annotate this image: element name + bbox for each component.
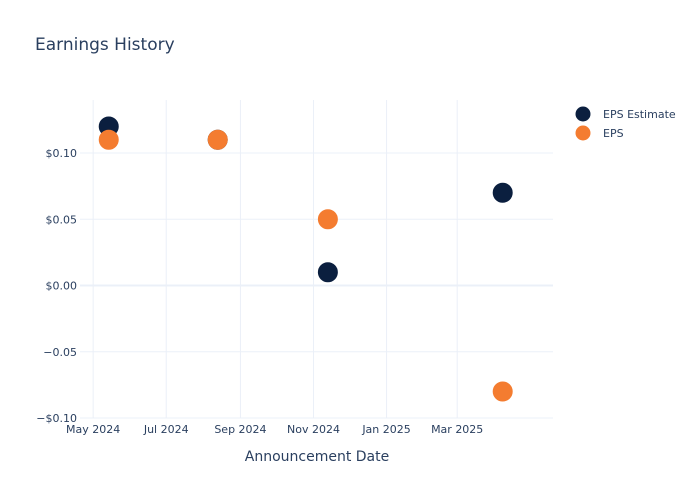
y-tick-label-1: $0.05 <box>46 213 78 226</box>
plot-area: May 2024 Jul 2024 Sep 2024 Nov 2024 Jan 2025… <box>36 100 553 436</box>
marker-eps-0 <box>98 129 119 150</box>
marker-eps-3 <box>492 381 513 402</box>
legend-label-1: EPS <box>603 127 624 140</box>
y-tick-label-4: −$0.10 <box>36 412 77 425</box>
legend: EPS Estimate EPS <box>575 106 676 141</box>
y-tick-label-2: $0.00 <box>46 280 78 293</box>
series-eps <box>98 129 513 402</box>
x-tick-label-5: Mar 2025 <box>431 423 483 436</box>
marker-eps-2 <box>317 209 338 230</box>
x-axis-title: Announcement Date <box>245 449 389 465</box>
legend-marker-0 <box>575 106 591 122</box>
marker-eps-1 <box>207 129 228 150</box>
x-tick-label-1: Jul 2024 <box>143 423 189 436</box>
x-tick-label-0: May 2024 <box>66 423 120 436</box>
x-tick-label-3: Nov 2024 <box>287 423 340 436</box>
legend-marker-1 <box>575 125 591 141</box>
y-tick-label-0: $0.10 <box>46 147 78 160</box>
y-tick-label-3: −0.05 <box>43 346 77 359</box>
marker-eps-estimate-3 <box>492 182 513 203</box>
chart-title: Earnings History <box>35 35 175 55</box>
x-tick-label-2: Sep 2024 <box>214 423 266 436</box>
legend-label-0: EPS Estimate <box>603 108 676 121</box>
marker-eps-estimate-2 <box>317 262 338 283</box>
x-tick-label-4: Jan 2025 <box>361 423 410 436</box>
